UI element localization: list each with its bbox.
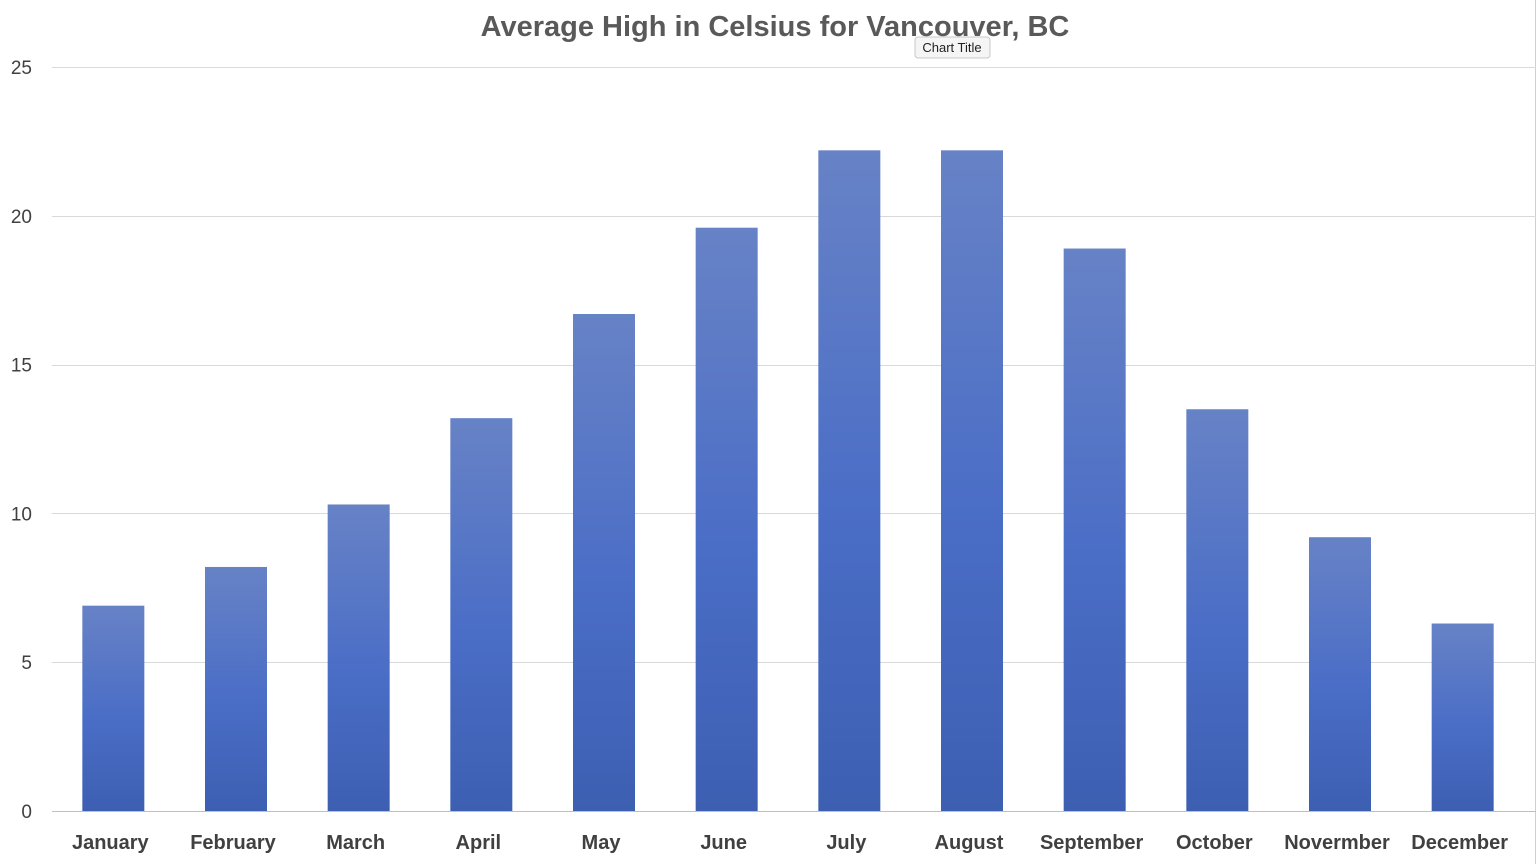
bar-novermber[interactable] <box>1309 537 1371 811</box>
x-tick-label-august: August <box>935 832 1004 854</box>
x-axis-category-labels: January February March April May June July Augu… <box>72 832 1508 854</box>
tooltip-box <box>914 36 991 59</box>
tooltip-text: Chart Title <box>922 40 981 55</box>
y-tick-label-15: 15 <box>11 356 32 377</box>
x-tick-label-march: March <box>326 832 385 854</box>
x-tick-label-january: January <box>72 832 150 854</box>
x-tick-label-novermber: Novermber <box>1284 832 1390 854</box>
x-tick-label-june: June <box>700 832 747 854</box>
x-tick-label-april: April <box>456 832 502 854</box>
bar-august[interactable] <box>941 150 1003 811</box>
x-tick-label-may: May <box>582 832 622 854</box>
x-tick-label-september: September <box>1040 832 1144 854</box>
x-tick-label-december: December <box>1411 832 1508 854</box>
gridlines <box>52 67 1536 812</box>
bar-january[interactable] <box>82 605 145 811</box>
bar-june[interactable] <box>695 227 758 812</box>
bar-march[interactable] <box>327 504 390 811</box>
y-tick-label-10: 10 <box>11 504 32 525</box>
x-tick-label-february: February <box>190 832 276 854</box>
bars <box>82 150 1494 812</box>
y-tick-label-5: 5 <box>21 653 32 674</box>
bar-may[interactable] <box>573 314 635 811</box>
bar-september[interactable] <box>1063 248 1126 811</box>
y-axis-tick-labels: 0 5 10 15 20 25 <box>11 58 32 823</box>
bar-october[interactable] <box>1186 409 1249 811</box>
bar-july[interactable] <box>818 150 881 811</box>
chart-title-tooltip: Chart Title <box>914 36 991 59</box>
bar-february[interactable] <box>205 566 267 811</box>
x-tick-label-october: October <box>1176 832 1253 854</box>
y-tick-label-0: 0 <box>21 802 32 823</box>
y-tick-label-20: 20 <box>11 207 32 228</box>
y-tick-label-25: 25 <box>11 58 32 79</box>
bar-december[interactable] <box>1431 623 1494 811</box>
x-tick-label-july: July <box>826 832 867 854</box>
bar-april[interactable] <box>450 418 513 811</box>
